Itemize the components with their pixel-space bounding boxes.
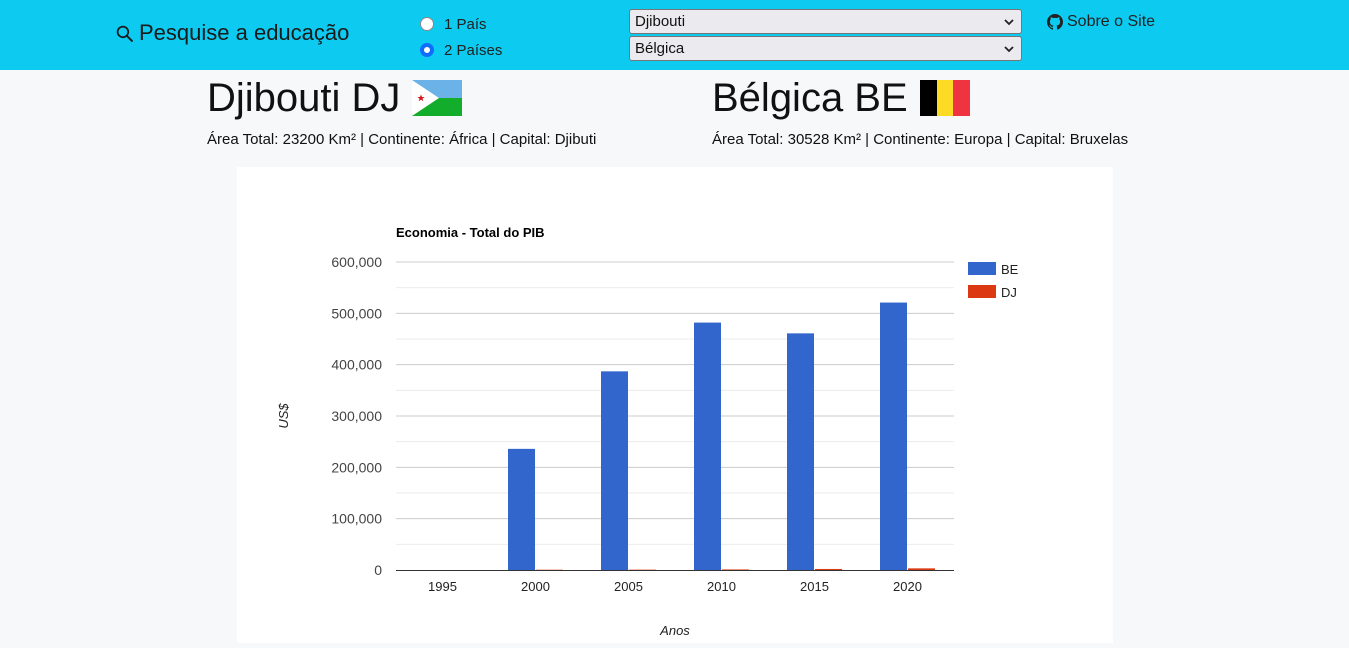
- y-tick-label: 100,000: [331, 511, 382, 527]
- top-navbar: Pesquise a educação 1 País 2 Países Djib…: [0, 0, 1349, 70]
- radio-label-2-paises: 2 Países: [444, 41, 503, 59]
- country-info-djibouti: Área Total: 23200 Km² | Continente: Áfri…: [207, 131, 597, 148]
- mode-radio-group: 1 País 2 Países: [420, 11, 502, 63]
- country-select-1-value: Djibouti: [635, 13, 686, 30]
- bar-be-2020[interactable]: [880, 302, 907, 570]
- y-tick-label: 200,000: [331, 459, 382, 475]
- y-tick-label: 0: [374, 562, 382, 578]
- x-tick-label: 2010: [707, 579, 736, 594]
- github-icon: [1047, 14, 1063, 30]
- gdp-chart-card: 0 100,000 200,000 300,000 400,000 500,000 600,…: [237, 167, 1113, 643]
- bar-be-2000[interactable]: [508, 448, 535, 570]
- country-select-2-value: Bélgica: [635, 40, 685, 57]
- country-select-1[interactable]: Djibouti: [629, 9, 1022, 34]
- country-info-belgica: Área Total: 30528 Km² | Continente: Euro…: [712, 131, 1129, 148]
- x-axis-label: Anos: [659, 623, 690, 638]
- brand-link[interactable]: Pesquise a educação: [116, 20, 349, 46]
- bar-be-2010[interactable]: [694, 322, 721, 570]
- bar-dj-2015[interactable]: [815, 568, 842, 570]
- radio-option-1-pais[interactable]: 1 País: [420, 11, 502, 37]
- legend-swatch-dj: [968, 285, 996, 298]
- bar-be-2005[interactable]: [601, 371, 628, 570]
- bar-dj-2020[interactable]: [908, 568, 935, 570]
- y-tick-label: 500,000: [331, 305, 382, 321]
- belgium-flag-icon: [919, 80, 970, 116]
- x-tick-label: 2020: [893, 579, 922, 594]
- country-card-djibouti: Djibouti DJ Área Total: 23200 Km² | Cont…: [207, 76, 596, 148]
- radio-1-pais[interactable]: [420, 17, 434, 31]
- chevron-down-icon: [1004, 18, 1014, 25]
- chevron-down-icon: [1004, 45, 1014, 52]
- country-title-djibouti: Djibouti DJ: [207, 76, 596, 120]
- legend-label-be: BE: [1001, 262, 1019, 277]
- bar-dj-2010[interactable]: [722, 569, 749, 571]
- about-link[interactable]: Sobre o Site: [1047, 13, 1155, 31]
- chart-title: Economia - Total do PIB: [396, 225, 545, 240]
- gdp-bar-chart: 0 100,000 200,000 300,000 400,000 500,000 600,…: [276, 225, 1019, 638]
- y-tick-label: 600,000: [331, 254, 382, 270]
- x-tick-label: 2015: [800, 579, 829, 594]
- brand-text: Pesquise a educação: [139, 20, 350, 45]
- y-tick-label: 400,000: [331, 357, 382, 373]
- bar-be-2015[interactable]: [787, 333, 814, 570]
- bar-dj-2005[interactable]: [629, 569, 656, 571]
- country-name-belgica: Bélgica BE: [712, 76, 908, 120]
- y-tick-label: 300,000: [331, 408, 382, 424]
- x-tick-label: 1995: [428, 579, 457, 594]
- about-label: Sobre o Site: [1067, 13, 1156, 30]
- legend-label-dj: DJ: [1001, 285, 1017, 300]
- country-name-djibouti: Djibouti DJ: [207, 76, 401, 120]
- country-select-2[interactable]: Bélgica: [629, 36, 1022, 61]
- y-axis-label: US$: [276, 403, 291, 429]
- djibouti-flag-icon: [412, 80, 463, 116]
- x-tick-label: 2000: [521, 579, 550, 594]
- country-card-belgica: Bélgica BE Área Total: 30528 Km² | Conti…: [712, 76, 1128, 148]
- radio-label-1-pais: 1 País: [444, 15, 487, 33]
- x-tick-label: 2005: [614, 579, 643, 594]
- radio-option-2-paises[interactable]: 2 Países: [420, 37, 502, 63]
- country-title-belgica: Bélgica BE: [712, 76, 1128, 120]
- radio-2-paises[interactable]: [420, 43, 434, 57]
- search-icon: [116, 25, 133, 42]
- legend-swatch-be: [968, 262, 996, 275]
